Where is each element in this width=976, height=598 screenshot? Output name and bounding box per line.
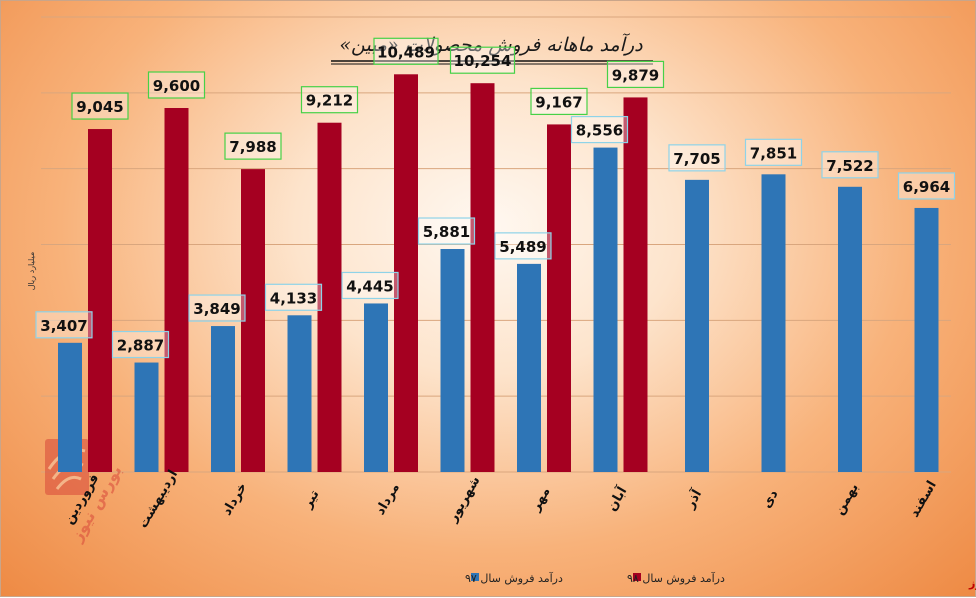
data-label: 8,556 xyxy=(576,122,623,140)
data-label-box xyxy=(417,217,476,245)
data-label: 9,600 xyxy=(153,77,200,95)
legend-label: درآمد فروش سال ۹۸ xyxy=(627,571,725,585)
data-label-box xyxy=(111,330,170,359)
data-label: 4,133 xyxy=(270,289,317,307)
bar-series2 xyxy=(623,97,648,472)
category-label: تیر xyxy=(300,488,323,512)
data-label: 3,407 xyxy=(40,317,87,335)
category-label: اسفند xyxy=(907,478,940,520)
bar-series2 xyxy=(547,124,571,473)
data-label-box xyxy=(224,132,282,160)
data-label: 7,988 xyxy=(229,138,276,156)
legend: درآمد فروش سال ۹۸ درآمد فروش سال ۹۷ xyxy=(465,571,725,585)
data-label-box xyxy=(341,271,399,300)
data-label: 9,167 xyxy=(535,93,582,111)
data-label: 5,881 xyxy=(423,223,470,241)
data-label-box xyxy=(744,138,803,166)
data-label-box xyxy=(821,151,879,179)
category-label: بهمن xyxy=(832,481,862,518)
category-label: اردیبهشت xyxy=(136,468,181,531)
bar-series1 xyxy=(685,179,709,472)
data-label-box xyxy=(35,311,93,339)
data-labels: 3,407 9,045 2,887 9,600 3,849 7,988 4,133 9,212… xyxy=(35,37,956,359)
data-label: 3,849 xyxy=(193,300,240,318)
data-label-box xyxy=(373,37,439,65)
y-axis-label: میلیارد ریال xyxy=(27,252,36,291)
bar-series1 xyxy=(134,362,159,472)
data-label: 7,705 xyxy=(673,150,720,168)
data-label: 7,851 xyxy=(750,144,797,162)
data-label: 9,212 xyxy=(306,92,353,110)
bar-series2 xyxy=(470,83,495,472)
data-label: 9,879 xyxy=(612,66,659,84)
data-label-box xyxy=(530,87,588,116)
data-label-box xyxy=(897,172,956,200)
data-label: 9,045 xyxy=(76,98,123,116)
legend-swatch xyxy=(471,573,479,581)
bar-series1 xyxy=(761,174,786,472)
data-label: 10,254 xyxy=(454,52,512,70)
data-label: 7,522 xyxy=(826,157,873,175)
bar-series2 xyxy=(164,108,189,472)
bar-series2 xyxy=(88,129,112,472)
bar-series1 xyxy=(287,315,312,472)
category-label: خرداد xyxy=(220,480,251,518)
bar-series1 xyxy=(440,249,465,472)
category-label: دی xyxy=(759,487,781,511)
category-label: آذر xyxy=(681,486,706,512)
category-label: آبان xyxy=(603,483,631,514)
data-label: 5,489 xyxy=(499,238,546,256)
bar-series1 xyxy=(58,342,82,472)
data-label: 4,445 xyxy=(346,277,393,295)
gridlines xyxy=(41,16,951,473)
data-label-box xyxy=(494,232,552,260)
data-label: 6,964 xyxy=(903,178,950,196)
source-label: بورس نیوز xyxy=(968,577,976,590)
data-label-box xyxy=(606,60,665,89)
category-label: مرداد xyxy=(373,481,403,518)
legend-label: درآمد فروش سال ۹۷ xyxy=(465,571,563,585)
bars xyxy=(58,74,939,473)
data-label: 10,489 xyxy=(377,43,435,61)
data-label-box xyxy=(71,92,129,120)
data-label-box xyxy=(147,71,206,99)
data-label-box xyxy=(300,86,359,114)
bar-series1 xyxy=(838,186,862,472)
data-label-box xyxy=(570,115,629,144)
legend-swatch xyxy=(633,573,641,581)
data-label-box xyxy=(264,283,323,311)
data-label-box xyxy=(188,294,246,322)
bar-series1 xyxy=(593,147,618,472)
bar-series1 xyxy=(211,326,235,472)
bar-series1 xyxy=(517,263,541,472)
data-label-box xyxy=(449,46,516,74)
bar-series1 xyxy=(364,303,388,472)
data-label: 2,887 xyxy=(117,337,164,355)
category-label: شهریور xyxy=(445,474,483,526)
data-label-box xyxy=(668,144,726,172)
category-label: مهر xyxy=(528,485,554,515)
category-labels: فروردین اردیبهشت خرداد تیر مرداد شهریور مهر آبا… xyxy=(62,468,940,531)
bar-series1 xyxy=(914,207,939,472)
